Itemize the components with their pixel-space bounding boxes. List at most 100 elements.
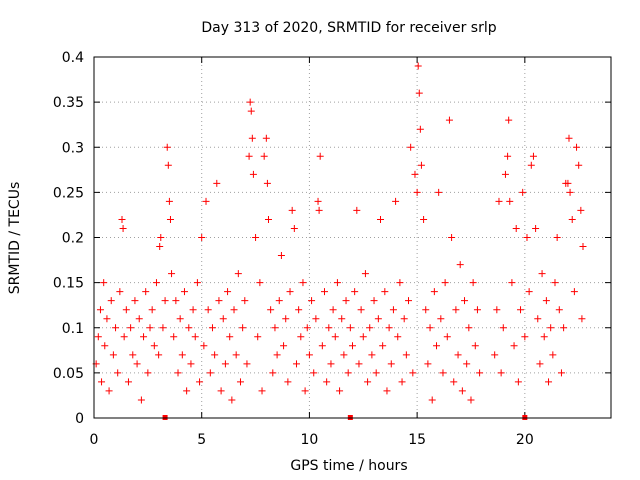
data-point bbox=[144, 369, 152, 377]
data-point bbox=[180, 288, 188, 296]
data-point bbox=[407, 143, 415, 151]
data-point bbox=[579, 243, 587, 251]
data-point bbox=[262, 134, 270, 142]
data-point bbox=[379, 342, 387, 350]
data-point bbox=[578, 315, 586, 323]
data-point bbox=[517, 306, 525, 314]
data-point bbox=[170, 333, 178, 341]
data-point bbox=[529, 152, 537, 160]
data-point bbox=[433, 342, 441, 350]
data-point bbox=[273, 351, 281, 359]
data-point bbox=[232, 351, 240, 359]
data-point bbox=[219, 315, 227, 323]
data-point bbox=[426, 324, 434, 332]
data-point bbox=[168, 270, 176, 278]
axis-ticks: 0 0.05 0.1 0.15 0.2 0.25 0.3 0.35 0.4 0 5 10 15 20 bbox=[53, 50, 611, 448]
data-point bbox=[202, 197, 210, 205]
chart-title: Day 313 of 2020, SRMTID for receiver srl… bbox=[201, 20, 496, 36]
data-point bbox=[208, 324, 216, 332]
data-point bbox=[114, 369, 122, 377]
data-point bbox=[299, 279, 307, 287]
data-point bbox=[340, 351, 348, 359]
data-point bbox=[331, 333, 339, 341]
data-point bbox=[258, 387, 266, 395]
data-point bbox=[189, 306, 197, 314]
data-point bbox=[510, 342, 518, 350]
data-point bbox=[416, 125, 424, 133]
data-point bbox=[163, 143, 171, 151]
data-point bbox=[540, 333, 548, 341]
data-point bbox=[247, 107, 255, 115]
y-tick-label: 0.35 bbox=[53, 95, 84, 111]
data-point bbox=[527, 161, 535, 169]
data-point bbox=[200, 342, 208, 350]
data-point bbox=[98, 378, 106, 386]
data-point bbox=[458, 387, 466, 395]
data-point bbox=[131, 297, 139, 305]
data-point bbox=[142, 288, 150, 296]
data-point bbox=[555, 306, 563, 314]
data-point bbox=[422, 306, 430, 314]
data-point bbox=[96, 306, 104, 314]
data-point bbox=[312, 315, 320, 323]
data-point bbox=[349, 342, 356, 350]
data-point bbox=[305, 351, 313, 359]
data-point bbox=[396, 279, 404, 287]
data-point bbox=[185, 324, 193, 332]
data-point bbox=[316, 152, 324, 160]
y-tick-label: 0.15 bbox=[53, 276, 84, 292]
data-point bbox=[241, 297, 249, 305]
y-tick-label: 0.05 bbox=[53, 366, 84, 382]
data-point bbox=[252, 234, 260, 241]
data-point bbox=[493, 306, 501, 314]
y-tick-label: 0.1 bbox=[62, 321, 84, 337]
data-point bbox=[137, 396, 145, 404]
data-point bbox=[325, 324, 333, 332]
x-tick-label: 20 bbox=[516, 432, 534, 448]
data-point bbox=[417, 161, 425, 169]
data-point bbox=[256, 279, 264, 287]
data-point bbox=[174, 369, 182, 377]
data-point bbox=[428, 396, 436, 404]
data-point bbox=[105, 387, 113, 395]
data-point bbox=[415, 89, 423, 97]
data-point bbox=[336, 387, 344, 395]
data-point bbox=[146, 324, 154, 332]
data-point bbox=[553, 234, 561, 241]
data-points bbox=[92, 62, 587, 420]
data-point bbox=[441, 279, 449, 287]
data-point bbox=[476, 369, 484, 377]
data-point bbox=[94, 333, 102, 341]
grid-lines bbox=[94, 57, 611, 418]
data-point bbox=[191, 333, 199, 341]
data-point bbox=[254, 333, 262, 341]
data-point bbox=[112, 324, 120, 332]
data-point bbox=[346, 324, 354, 332]
data-point bbox=[310, 369, 318, 377]
data-point bbox=[140, 333, 148, 341]
data-point bbox=[344, 369, 352, 377]
data-point bbox=[551, 279, 559, 287]
data-point bbox=[538, 270, 546, 278]
data-point bbox=[246, 98, 254, 106]
data-point bbox=[359, 333, 367, 341]
data-point bbox=[221, 360, 229, 368]
data-point bbox=[342, 297, 350, 305]
data-point bbox=[523, 234, 531, 241]
data-point bbox=[420, 215, 428, 223]
data-point bbox=[394, 333, 402, 341]
data-point bbox=[532, 224, 540, 232]
data-point bbox=[217, 387, 225, 395]
data-point bbox=[103, 315, 111, 323]
data-point bbox=[366, 324, 374, 332]
y-tick-label: 0.4 bbox=[62, 50, 84, 66]
data-point bbox=[392, 197, 400, 205]
data-point bbox=[308, 297, 316, 305]
data-point bbox=[119, 224, 127, 232]
data-point bbox=[183, 387, 191, 395]
data-point bbox=[157, 234, 165, 241]
data-point bbox=[566, 188, 574, 196]
data-point bbox=[118, 215, 126, 223]
data-point bbox=[107, 297, 115, 305]
